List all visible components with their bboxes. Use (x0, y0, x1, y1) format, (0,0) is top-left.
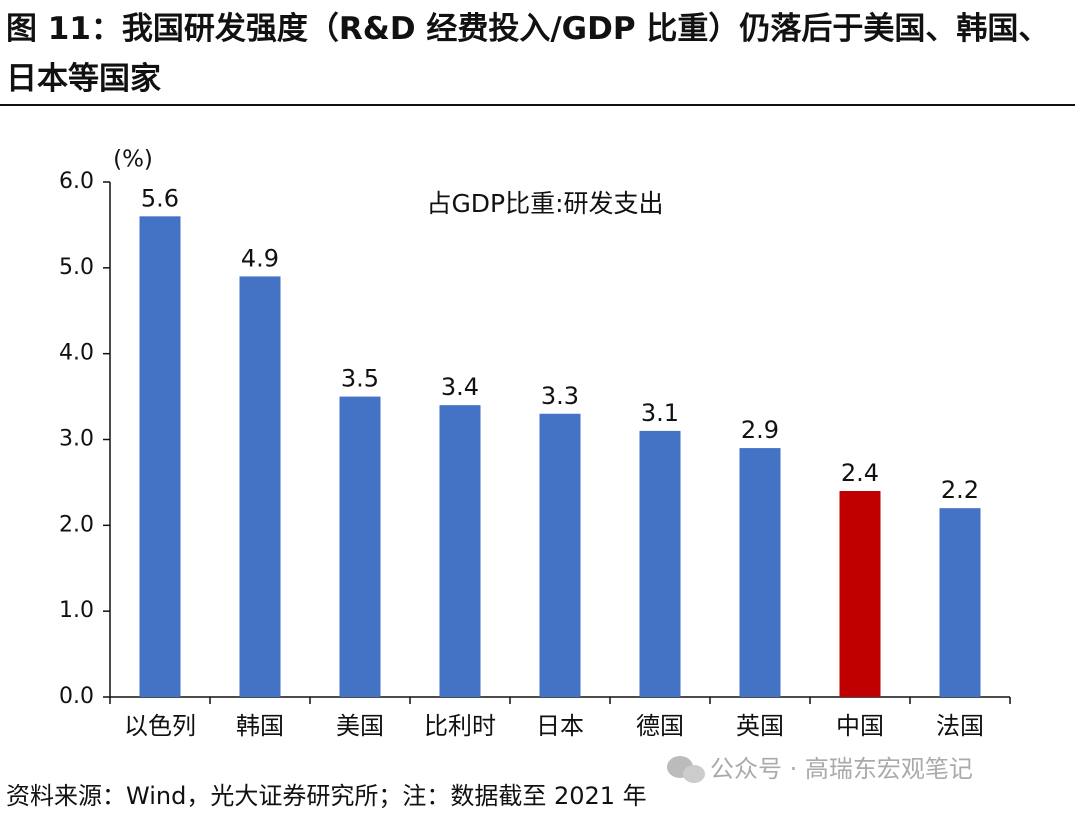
x-tick-label: 韩国 (236, 712, 284, 740)
x-tick-label: 德国 (636, 712, 684, 740)
legend-label: 占GDP比重:研发支出 (426, 189, 663, 218)
data-label: 3.5 (341, 365, 379, 393)
x-tick-label: 中国 (836, 712, 884, 740)
x-tick-label: 法国 (936, 712, 984, 740)
data-label: 5.6 (141, 184, 179, 212)
data-label: 3.4 (441, 373, 479, 401)
bar (239, 276, 281, 697)
y-tick-label: 6.0 (59, 169, 94, 194)
data-label: 2.9 (741, 416, 779, 444)
x-tick-label: 英国 (736, 712, 784, 740)
bar (339, 396, 381, 697)
data-label: 2.4 (841, 459, 879, 487)
y-tick-label: 3.0 (59, 427, 94, 452)
y-tick-label: 4.0 (59, 341, 94, 366)
x-tick-label: 比利时 (424, 712, 496, 740)
x-tick-label: 日本 (536, 712, 584, 740)
bar (939, 508, 981, 697)
bar (139, 216, 181, 698)
data-label: 4.9 (241, 244, 279, 272)
bar (639, 430, 681, 697)
x-tick-label: 以色列 (124, 712, 196, 740)
y-tick-label: 1.0 (59, 598, 94, 623)
y-tick-label: 2.0 (59, 512, 94, 537)
y-tick-label: 5.0 (59, 255, 94, 280)
y-unit: (%) (113, 147, 153, 173)
chart-title: 图 11：我国研发强度（R&D 经费投入/GDP 比重）仍落后于美国、韩国、日本… (6, 11, 1050, 97)
bar (539, 413, 581, 697)
x-tick-label: 美国 (336, 712, 384, 740)
bar (739, 448, 781, 697)
data-label: 3.1 (641, 399, 679, 427)
watermark: 公众号 · 高瑞东宏观笔记 (710, 755, 973, 783)
watermark-icon (667, 756, 705, 783)
data-label: 3.3 (541, 382, 579, 410)
source-note: 资料来源：Wind，光大证券研究所；注：数据截至 2021 年 (6, 782, 647, 810)
y-tick-label: 0.0 (59, 684, 94, 709)
data-label: 2.2 (941, 476, 979, 504)
bar (839, 491, 881, 697)
bar (439, 405, 481, 697)
